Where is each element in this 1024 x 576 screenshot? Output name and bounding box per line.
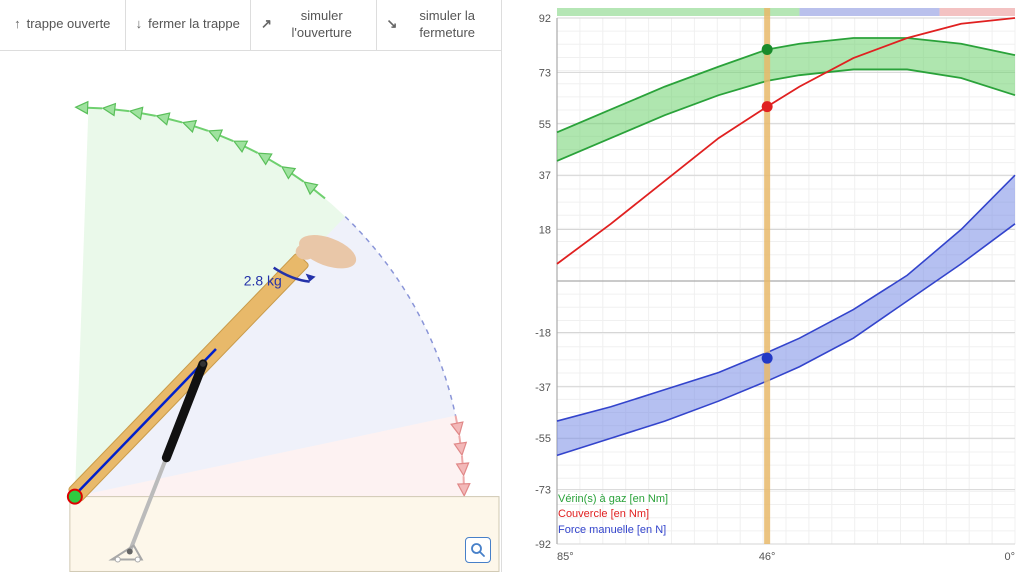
simulation-area[interactable]: 2.8 kg bbox=[0, 51, 501, 573]
torque-chart[interactable]: -92 -73 -55 -37 -18 18 37 55 73 92 85° 46° 0° bbox=[502, 0, 1024, 572]
arrow-down-icon: ↓ bbox=[136, 16, 143, 33]
simulate-open-label: simuler l'ouverture bbox=[278, 8, 366, 42]
svg-text:-37: -37 bbox=[535, 382, 551, 394]
svg-text:-18: -18 bbox=[535, 327, 551, 339]
close-flap-label: fermer la trappe bbox=[148, 16, 240, 33]
svg-text:-55: -55 bbox=[535, 433, 551, 445]
svg-text:55: 55 bbox=[539, 119, 551, 131]
svg-text:37: 37 bbox=[539, 170, 551, 182]
simulation-diagram: 2.8 kg bbox=[0, 51, 501, 573]
svg-text:46°: 46° bbox=[759, 551, 776, 563]
arrow-up-icon: ↑ bbox=[14, 16, 21, 33]
open-flap-button[interactable]: ↑ trappe ouverte bbox=[0, 0, 126, 50]
svg-text:-92: -92 bbox=[535, 539, 551, 551]
svg-text:-73: -73 bbox=[535, 485, 551, 497]
open-flap-label: trappe ouverte bbox=[27, 16, 111, 33]
close-flap-button[interactable]: ↓ fermer la trappe bbox=[126, 0, 252, 50]
arrow-up-right-icon: ↗ bbox=[261, 16, 272, 33]
left-panel: ↑ trappe ouverte ↓ fermer la trappe ↗ si… bbox=[0, 0, 502, 572]
legend-item: Vérin(s) à gaz [en Nm] bbox=[558, 492, 668, 507]
zoom-button[interactable] bbox=[465, 537, 491, 563]
svg-text:0°: 0° bbox=[1004, 551, 1015, 563]
svg-text:92: 92 bbox=[539, 13, 551, 25]
simulate-open-button[interactable]: ↗ simuler l'ouverture bbox=[251, 0, 377, 50]
arrow-down-right-icon: ↘ bbox=[387, 16, 398, 33]
svg-text:73: 73 bbox=[539, 67, 551, 79]
chart-panel: -92 -73 -55 -37 -18 18 37 55 73 92 85° 46° 0° Vérin(… bbox=[502, 0, 1024, 572]
chart-legend: Vérin(s) à gaz [en Nm]Couvercle [en Nm]F… bbox=[558, 492, 668, 538]
toolbar: ↑ trappe ouverte ↓ fermer la trappe ↗ si… bbox=[0, 0, 501, 51]
legend-item: Couvercle [en Nm] bbox=[558, 507, 668, 522]
svg-text:2.8 kg: 2.8 kg bbox=[244, 272, 282, 288]
search-icon bbox=[470, 542, 486, 558]
simulate-close-button[interactable]: ↘ simuler la fermeture bbox=[377, 0, 502, 50]
legend-item: Force manuelle [en N] bbox=[558, 523, 668, 538]
svg-text:18: 18 bbox=[539, 225, 551, 237]
simulate-close-label: simuler la fermeture bbox=[403, 8, 491, 42]
svg-text:85°: 85° bbox=[557, 551, 574, 563]
